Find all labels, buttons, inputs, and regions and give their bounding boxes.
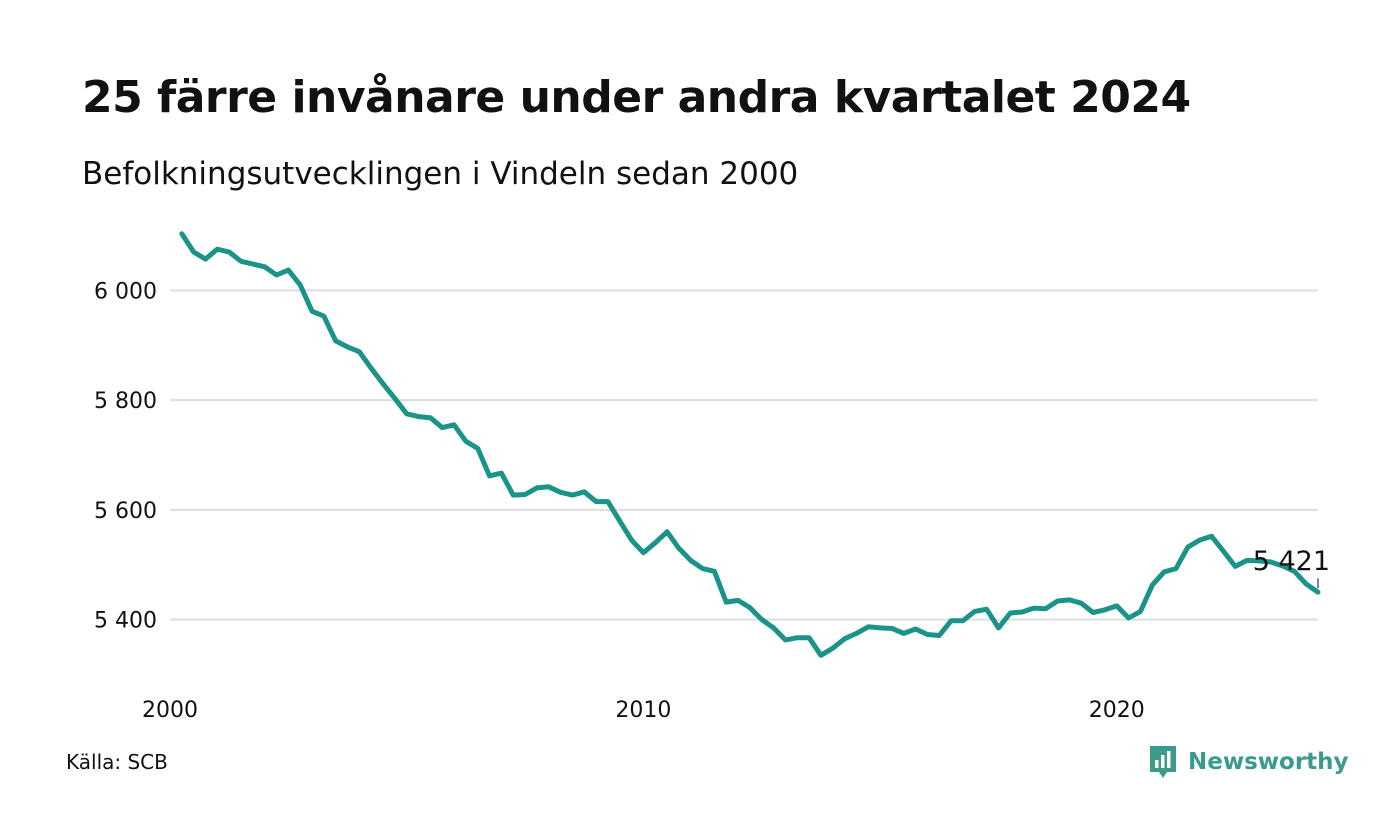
end-value-label: 5 421 bbox=[1253, 546, 1330, 577]
y-tick-label: 6 000 bbox=[94, 279, 157, 304]
chart-title: 25 färre invånare under andra kvartalet … bbox=[82, 72, 1191, 123]
x-tick-label: 2000 bbox=[142, 698, 198, 723]
x-tick-label: 2010 bbox=[615, 698, 671, 723]
newsworthy-logo-icon bbox=[1150, 746, 1176, 778]
brand-logo: Newsworthy bbox=[1148, 742, 1349, 782]
brand-name: Newsworthy bbox=[1188, 749, 1349, 775]
y-tick-label: 5 800 bbox=[94, 389, 157, 414]
x-tick-label: 2020 bbox=[1089, 698, 1145, 723]
y-tick-label: 5 400 bbox=[94, 609, 157, 634]
source-label: Källa: SCB bbox=[66, 750, 168, 774]
chart-subtitle: Befolkningsutvecklingen i Vindeln sedan … bbox=[82, 156, 799, 192]
y-tick-label: 5 600 bbox=[94, 499, 157, 524]
line-chart: 5 400 5 600 5 800 6 000 2000 2010 2020 5 421 bbox=[94, 231, 1330, 723]
series-line bbox=[179, 231, 1321, 658]
